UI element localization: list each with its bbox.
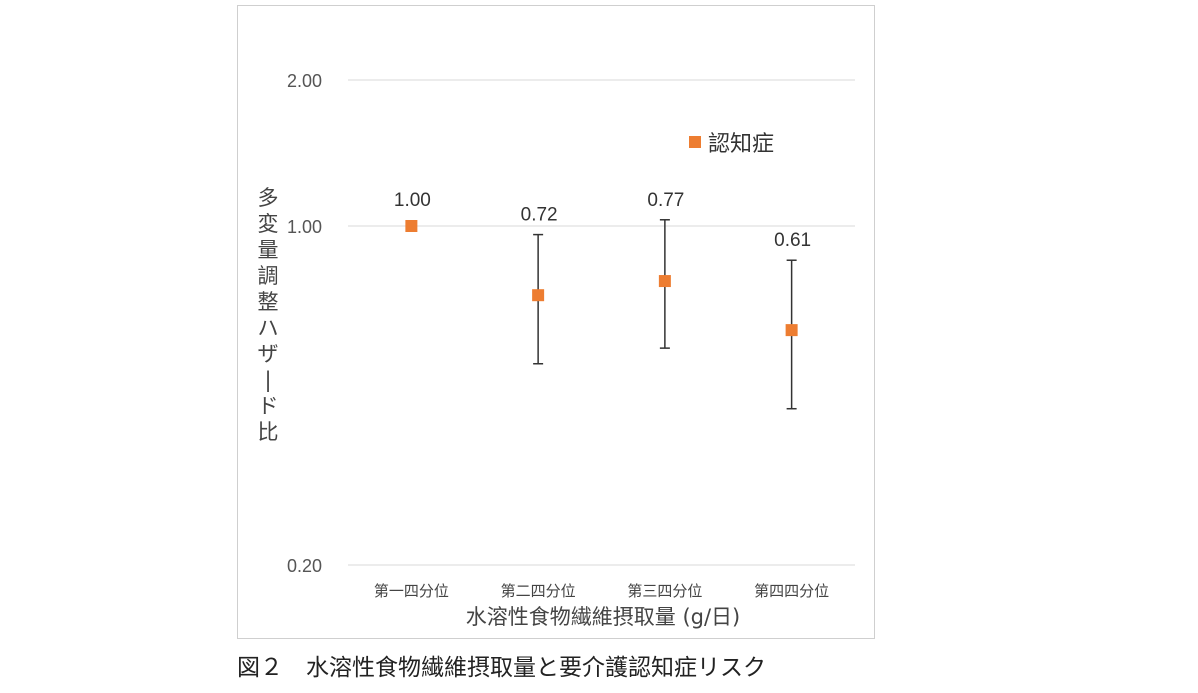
- chart-frame: [237, 5, 875, 639]
- data-points: [405, 219, 798, 337]
- x-axis-title: 水溶性食物繊維摂取量 (g/日): [466, 605, 740, 629]
- chart-svg: 2.00 1.00 0.20 1.00 0.72 0.77 0.61 第一四分位 第二四分位…: [258, 71, 855, 629]
- y-axis-title-char-8: ド: [258, 394, 279, 418]
- y-axis-title-char-1: 変: [258, 212, 279, 236]
- data-point-1: [532, 289, 545, 302]
- category-label-1: 第二四分位: [501, 582, 576, 600]
- y-axis-title-char-4: 整: [258, 290, 279, 314]
- legend-swatch-dementia: [689, 136, 701, 148]
- data-labels: 1.00 0.72 0.77 0.61: [394, 190, 811, 251]
- data-label-1: 0.72: [521, 205, 558, 226]
- category-labels: 第一四分位 第二四分位 第三四分位 第四四分位: [374, 582, 829, 600]
- legend: 認知症: [689, 132, 774, 157]
- y-tick-label-1: 1.00: [287, 217, 322, 237]
- data-point-3: [785, 324, 798, 337]
- y-axis-title-char-7: |: [264, 368, 271, 393]
- data-point-2: [658, 275, 671, 288]
- data-point-0: [405, 219, 418, 232]
- y-axis-title-char-9: 比: [258, 420, 279, 444]
- legend-label-dementia: 認知症: [708, 132, 774, 157]
- y-axis-title-char-3: 調: [258, 264, 279, 288]
- category-label-3: 第四四分位: [754, 582, 829, 600]
- category-label-0: 第一四分位: [374, 582, 449, 600]
- y-axis-title-char-6: ザ: [258, 342, 279, 366]
- y-tick-label-2: 0.20: [287, 556, 322, 576]
- data-label-2: 0.77: [647, 190, 684, 211]
- y-axis-title-char-0: 多: [258, 186, 279, 210]
- figure-caption: 図２ 水溶性食物繊維摂取量と要介護認知症リスク: [237, 655, 766, 681]
- y-axis-title-char-5: ハ: [258, 316, 279, 340]
- y-tick-label-0: 2.00: [287, 71, 322, 91]
- gridlines: [348, 79, 855, 566]
- data-label-0: 1.00: [394, 190, 431, 211]
- data-label-3: 0.61: [774, 230, 811, 251]
- y-tick-labels: 2.00 1.00 0.20: [287, 71, 322, 576]
- y-axis-title-char-2: 量: [258, 238, 279, 262]
- category-label-2: 第三四分位: [627, 582, 702, 600]
- error-bars: [533, 219, 797, 410]
